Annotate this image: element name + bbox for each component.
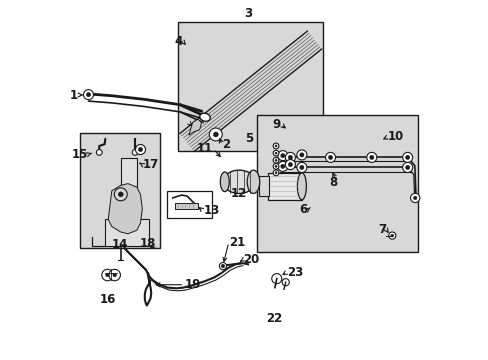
Text: 12: 12	[230, 187, 246, 200]
Circle shape	[274, 145, 277, 147]
Text: 17: 17	[142, 158, 158, 171]
Circle shape	[219, 262, 226, 270]
Bar	[257, 116, 418, 252]
Circle shape	[388, 232, 395, 239]
Text: 20: 20	[243, 253, 259, 266]
Circle shape	[405, 165, 409, 170]
Text: 8: 8	[328, 176, 336, 189]
Ellipse shape	[200, 113, 210, 121]
Circle shape	[273, 163, 278, 169]
Text: 11: 11	[197, 142, 213, 155]
Circle shape	[102, 269, 113, 281]
Circle shape	[299, 153, 304, 157]
Circle shape	[282, 279, 289, 286]
Text: 22: 22	[265, 312, 282, 325]
Circle shape	[280, 164, 285, 168]
Circle shape	[287, 162, 292, 167]
Text: 16: 16	[99, 293, 116, 306]
Circle shape	[405, 155, 409, 159]
Circle shape	[209, 128, 222, 141]
Bar	[167, 191, 212, 218]
Circle shape	[213, 132, 218, 137]
Circle shape	[138, 147, 142, 152]
Text: 23: 23	[286, 266, 303, 279]
Ellipse shape	[247, 170, 259, 193]
Circle shape	[274, 152, 277, 154]
Circle shape	[113, 273, 116, 277]
Ellipse shape	[220, 172, 229, 192]
Text: 6: 6	[299, 203, 307, 216]
Circle shape	[273, 157, 278, 163]
Polygon shape	[92, 158, 149, 246]
Circle shape	[135, 144, 145, 154]
Circle shape	[273, 143, 278, 149]
Bar	[258, 176, 268, 196]
Text: 3: 3	[244, 7, 252, 20]
Circle shape	[277, 150, 287, 161]
Circle shape	[390, 234, 393, 237]
Text: 21: 21	[228, 236, 244, 249]
Circle shape	[328, 155, 332, 159]
Text: 10: 10	[387, 130, 404, 144]
Circle shape	[273, 170, 278, 176]
Text: 7: 7	[377, 223, 386, 236]
Text: 14: 14	[112, 238, 128, 251]
Circle shape	[105, 273, 109, 277]
Circle shape	[114, 188, 127, 201]
Circle shape	[285, 152, 295, 162]
Circle shape	[83, 90, 93, 100]
Bar	[178, 22, 323, 151]
Circle shape	[369, 155, 373, 159]
Circle shape	[96, 149, 102, 155]
Bar	[267, 173, 301, 200]
Circle shape	[273, 150, 278, 156]
Circle shape	[410, 193, 419, 203]
Circle shape	[280, 153, 285, 158]
Circle shape	[366, 152, 376, 162]
Circle shape	[277, 161, 287, 171]
Circle shape	[274, 159, 277, 161]
Circle shape	[271, 274, 281, 284]
Circle shape	[287, 155, 292, 159]
Circle shape	[296, 150, 306, 160]
Circle shape	[325, 152, 335, 162]
Circle shape	[299, 165, 304, 170]
Ellipse shape	[223, 170, 255, 193]
Circle shape	[132, 149, 138, 155]
Circle shape	[402, 152, 412, 162]
Text: 13: 13	[203, 204, 219, 217]
Text: 9: 9	[272, 118, 281, 131]
Bar	[80, 134, 160, 248]
Circle shape	[402, 162, 412, 172]
Text: 4: 4	[174, 35, 183, 48]
Circle shape	[109, 269, 120, 281]
Circle shape	[296, 162, 306, 172]
Bar	[174, 203, 198, 210]
Circle shape	[118, 192, 123, 197]
Text: 1: 1	[70, 89, 78, 102]
Circle shape	[274, 165, 277, 167]
Circle shape	[412, 196, 416, 200]
Circle shape	[221, 264, 224, 268]
Circle shape	[285, 159, 295, 170]
Circle shape	[274, 172, 277, 174]
Text: 19: 19	[184, 278, 200, 291]
Ellipse shape	[297, 173, 306, 200]
Circle shape	[86, 93, 90, 97]
Text: 5: 5	[244, 131, 253, 145]
Polygon shape	[188, 119, 201, 135]
Text: 18: 18	[139, 237, 155, 250]
Text: 15: 15	[72, 148, 88, 161]
Text: 2: 2	[222, 138, 230, 151]
Polygon shape	[108, 184, 142, 234]
